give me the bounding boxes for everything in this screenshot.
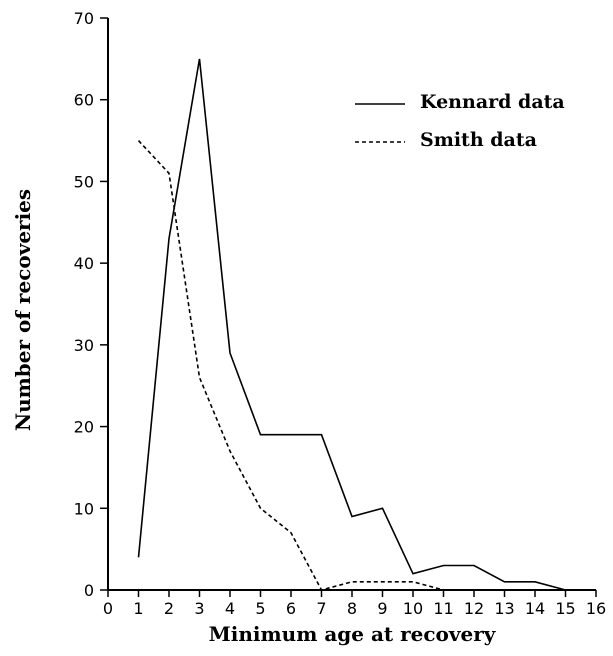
x-tick-label: 2 (164, 599, 174, 618)
y-tick-label: 20 (74, 418, 94, 437)
y-tick-label: 0 (84, 581, 94, 600)
y-ticks: 0 10 20 30 40 50 60 70 (74, 9, 108, 600)
x-tick-label: 5 (255, 599, 265, 618)
x-ticks: 0 1 2 3 4 5 6 7 8 9 10 11 12 13 14 15 16 (103, 590, 606, 618)
legend-label-smith: Smith data (420, 129, 537, 151)
legend: Kennard data Smith data (355, 91, 565, 151)
y-axis-title: Number of recoveries (11, 189, 35, 431)
x-tick-label: 7 (316, 599, 326, 618)
y-tick-label: 10 (74, 499, 94, 518)
x-tick-label: 16 (586, 599, 606, 618)
legend-label-kennard: Kennard data (420, 91, 565, 113)
x-axis-title: Minimum age at recovery (209, 622, 497, 646)
y-tick-label: 60 (74, 91, 94, 110)
y-tick-label: 50 (74, 172, 94, 191)
x-tick-label: 8 (347, 599, 357, 618)
x-tick-label: 0 (103, 599, 113, 618)
x-tick-label: 9 (377, 599, 387, 618)
x-tick-label: 4 (225, 599, 235, 618)
x-tick-label: 11 (433, 599, 453, 618)
y-tick-label: 40 (74, 254, 94, 273)
x-tick-label: 15 (555, 599, 575, 618)
x-tick-label: 14 (525, 599, 545, 618)
y-tick-label: 70 (74, 9, 94, 28)
x-tick-label: 12 (464, 599, 484, 618)
x-tick-label: 13 (494, 599, 514, 618)
series-line-smith (137, 140, 444, 591)
series-line-kennard (137, 58, 566, 591)
x-tick-label: 6 (286, 599, 296, 618)
x-tick-label: 1 (133, 599, 143, 618)
series-lines (137, 58, 566, 591)
x-tick-label: 10 (403, 599, 423, 618)
x-tick-label: 3 (194, 599, 204, 618)
y-tick-label: 30 (74, 336, 94, 355)
